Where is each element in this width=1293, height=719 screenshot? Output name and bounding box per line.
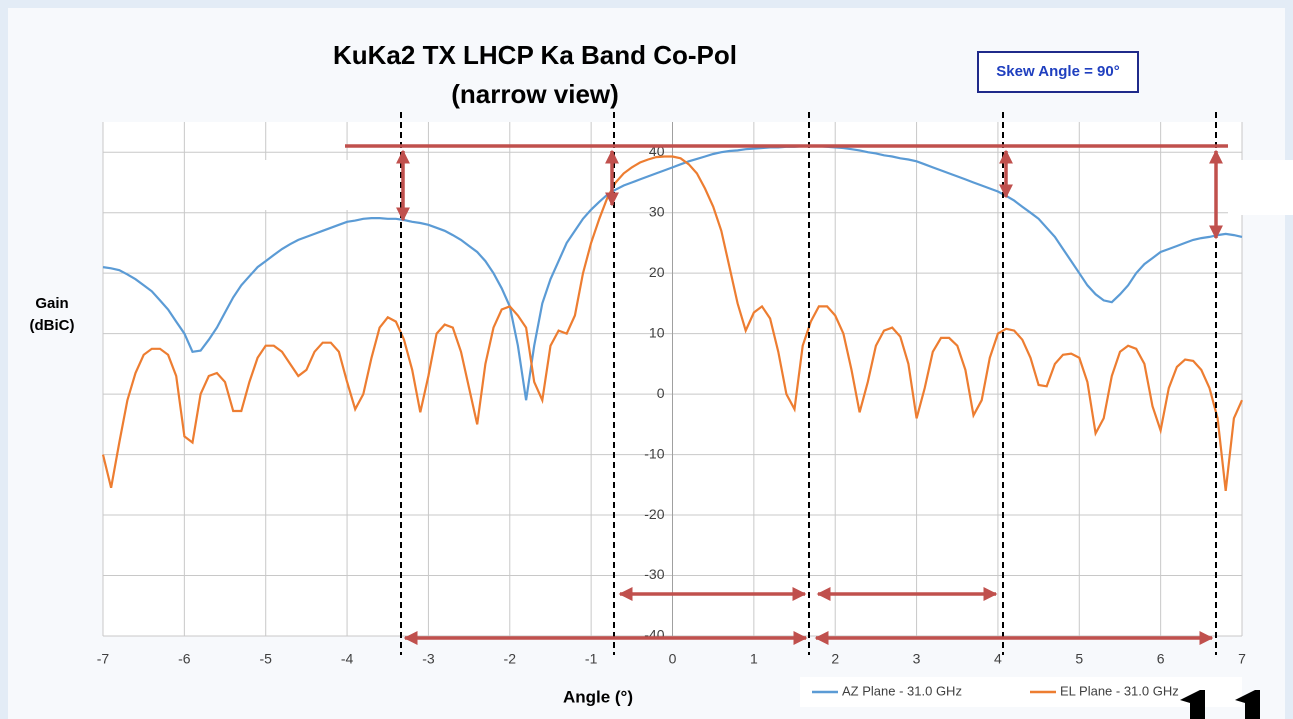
white-box — [250, 160, 392, 210]
y-tick-label: -40 — [644, 627, 664, 643]
legend-label: EL Plane - 31.0 GHz — [1060, 683, 1179, 698]
y-tick-label: 20 — [649, 264, 665, 280]
y-axis-label: (dBiC) — [30, 317, 75, 334]
white-box — [1228, 160, 1293, 215]
annotation-box — [977, 51, 1139, 93]
x-tick-label: 7 — [1238, 651, 1246, 667]
glyph — [1235, 690, 1260, 719]
glyph — [1180, 690, 1205, 719]
x-tick-label: 4 — [994, 651, 1002, 667]
x-tick-label: -1 — [585, 651, 598, 667]
x-tick-label: 3 — [913, 651, 921, 667]
y-axis-label: Gain — [35, 295, 68, 312]
x-tick-label: 6 — [1157, 651, 1165, 667]
chart-subtitle: (narrow view) — [451, 79, 619, 109]
y-tick-label: -30 — [644, 566, 664, 582]
x-tick-label: 0 — [669, 651, 677, 667]
legend — [800, 677, 1242, 707]
x-axis-label: Angle (°) — [563, 687, 633, 706]
x-tick-label: 1 — [750, 651, 758, 667]
x-tick-label: -4 — [341, 651, 354, 667]
x-tick-label: 5 — [1075, 651, 1083, 667]
legend-label: AZ Plane - 31.0 GHz — [842, 683, 962, 698]
x-tick-label: 2 — [831, 651, 839, 667]
y-tick-label: 0 — [657, 385, 665, 401]
series-line — [102, 145, 1243, 401]
x-tick-label: -6 — [178, 651, 191, 667]
annotation: Skew Angle = 90° — [996, 63, 1119, 80]
series-lines — [101, 145, 1244, 492]
y-tick-label: 30 — [649, 203, 665, 219]
x-tick-label: -2 — [504, 651, 517, 667]
x-tick-label: -3 — [422, 651, 435, 667]
y-tick-label: -20 — [644, 506, 664, 522]
x-tick-label: -5 — [259, 651, 272, 667]
y-tick-label: -10 — [644, 445, 664, 461]
series-line — [101, 155, 1244, 492]
legend-entries: AZ Plane - 31.0 GHz EL Plane - 31.0 GHz — [812, 683, 1179, 698]
chart-title: KuKa2 TX LHCP Ka Band Co-Pol — [333, 40, 737, 70]
y-tick-label: 10 — [649, 324, 665, 340]
x-tick-label: -7 — [97, 651, 110, 667]
